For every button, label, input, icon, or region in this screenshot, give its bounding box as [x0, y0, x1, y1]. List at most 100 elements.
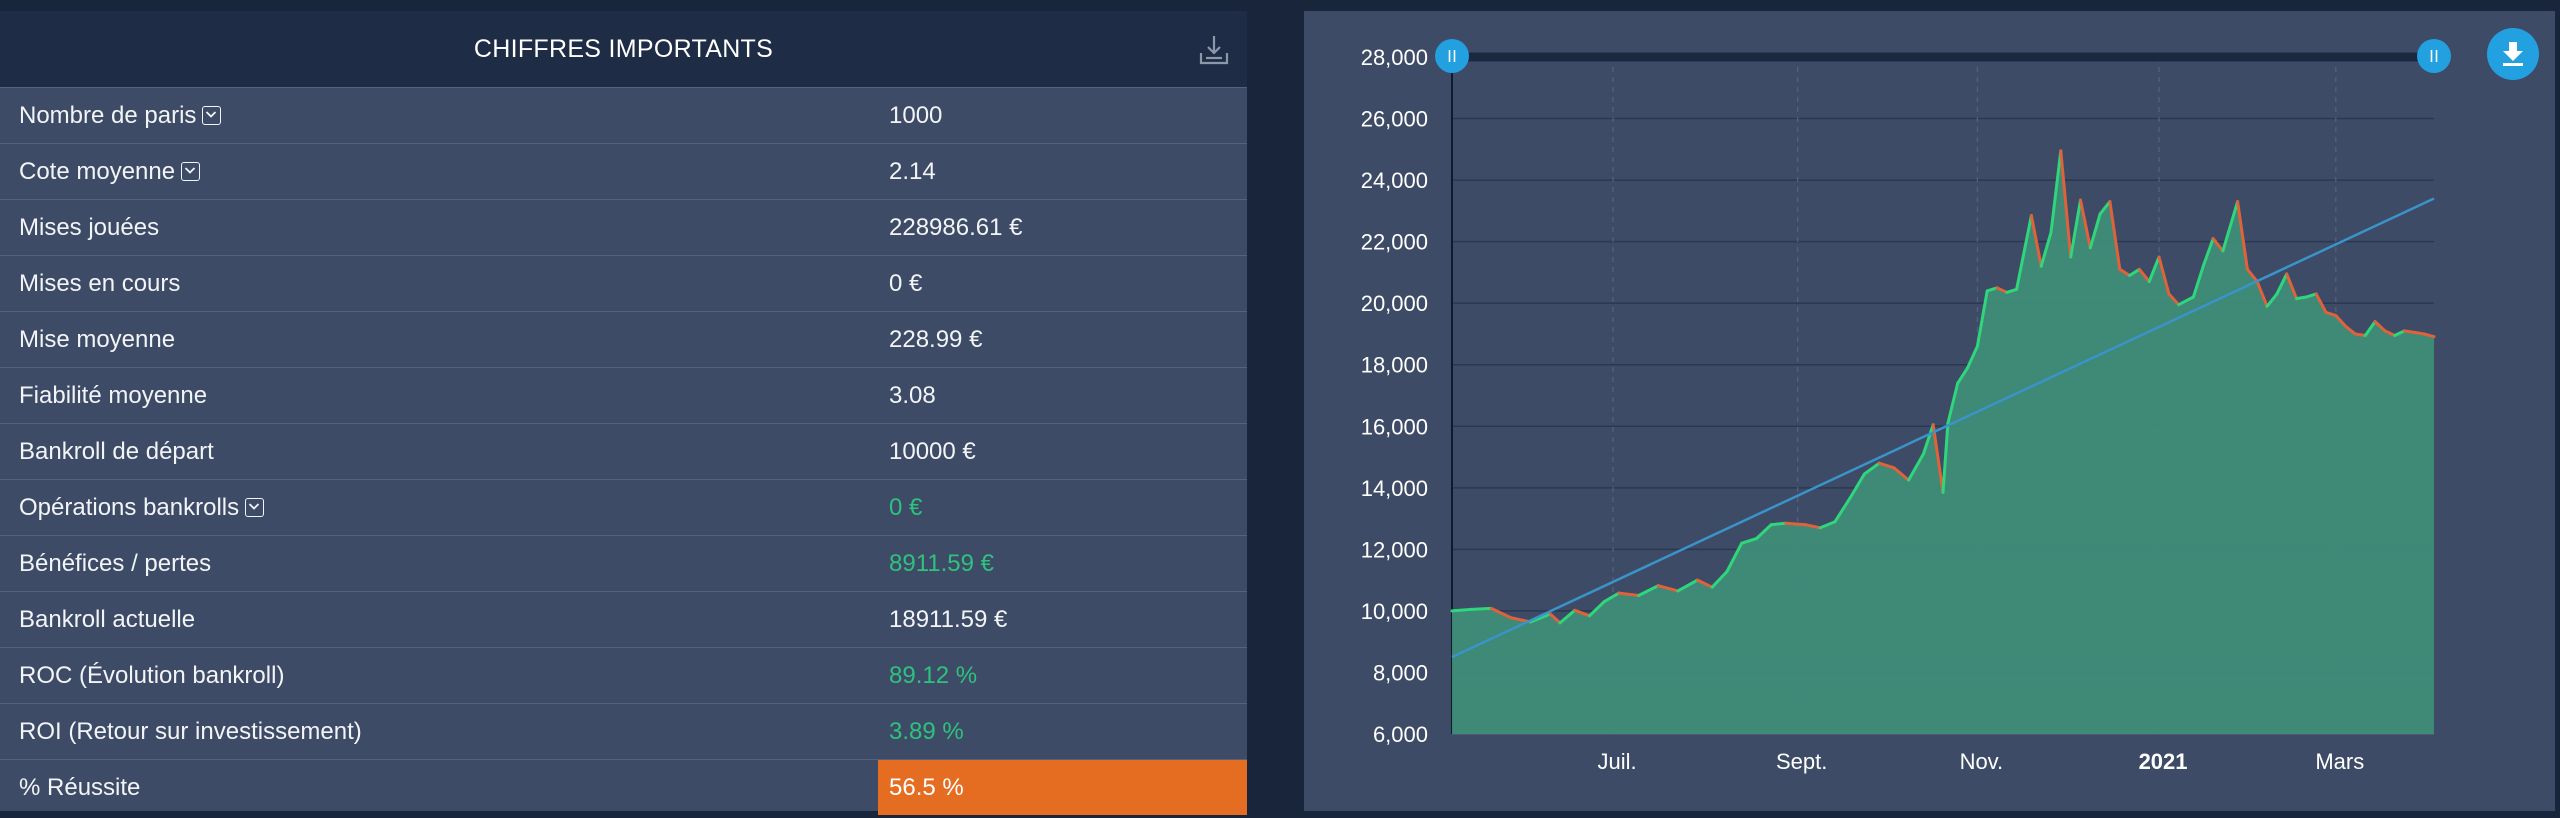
bankroll-line-segment [1573, 608, 1591, 618]
stats-row-label-text: ROI (Retour sur investissement) [19, 717, 362, 745]
bankroll-line-segment [2147, 255, 2161, 284]
bankroll-line-segment [1548, 612, 1562, 625]
stats-row-value: 2.14 [889, 157, 936, 185]
bankroll-line-segment [1489, 606, 1513, 620]
x-tick-label: Mars [2315, 749, 2364, 774]
stats-row-label: Nombre de paris [19, 101, 222, 130]
bankroll-line-segment [1637, 584, 1660, 597]
bankroll-line-segment [2069, 198, 2082, 259]
bankroll-line-segment [2324, 310, 2338, 317]
bankroll-chart[interactable]: 6,000 8,000 10,000 12,000 14,000 16,000 18,000… [1304, 11, 2555, 811]
stats-row-label: Cote moyenne [19, 157, 201, 186]
bankroll-line-segment [1656, 584, 1680, 593]
bankroll-line-segment [1956, 366, 1970, 385]
x-tick-label: Nov. [1960, 749, 2004, 774]
stats-row-label-text: ROC (Évolution bankroll) [19, 661, 285, 689]
y-tick-label: 10,000 [1361, 599, 1428, 624]
bankroll-line-segment [1676, 578, 1699, 593]
bankroll-line-segment [2015, 214, 2033, 291]
stats-row-label-text: Nombre de paris [19, 101, 197, 129]
slider-handle-left-icon[interactable] [1435, 39, 1469, 73]
bankroll-line-segment [2049, 149, 2063, 234]
stats-row: Mise moyenne 228.99 € [0, 311, 1247, 367]
slider-handle-right-icon[interactable] [2417, 39, 2451, 73]
bankroll-line-segment [2334, 314, 2348, 328]
bankroll-line-segment [2245, 267, 2259, 284]
y-tick-label: 16,000 [1361, 414, 1428, 439]
bankroll-line-segment [2211, 237, 2225, 253]
bankroll-line-segment [1818, 520, 1837, 530]
stats-row-label-text: Cote moyenne [19, 157, 176, 185]
x-tick-label: Sept. [1776, 749, 1827, 774]
chevron-down-icon[interactable] [245, 498, 265, 517]
bankroll-line-segment [2353, 332, 2367, 337]
stats-row: Opérations bankrolls 0 € [0, 479, 1247, 535]
bankroll-line-segment [1931, 423, 1945, 494]
bankroll-line-segment [2422, 332, 2436, 339]
stats-row-label: ROC (Évolution bankroll) [19, 662, 284, 690]
bankroll-line-segment [1848, 472, 1866, 501]
x-tick-label: Juil. [1597, 749, 1636, 774]
chevron-down-icon[interactable] [202, 106, 222, 125]
y-tick-label: 28,000 [1361, 45, 1428, 70]
bankroll-line-segment [1725, 541, 1744, 573]
bankroll-line-segment [2137, 267, 2151, 284]
bankroll-line-segment [2118, 267, 2132, 277]
y-tick-label: 14,000 [1361, 476, 1428, 501]
bankroll-line-segment [2029, 214, 2043, 268]
bankroll-line-segment [2005, 287, 2019, 294]
chevron-down-icon[interactable] [181, 162, 201, 181]
bankroll-line-segment [1696, 578, 1714, 589]
stats-row-value: 0 € [889, 493, 923, 521]
stats-row: Mises en cours 0 € [0, 255, 1247, 311]
bankroll-line-segment [2295, 295, 2308, 301]
stats-row-value: 56.5 % [878, 760, 1247, 815]
bankroll-line-segment [1995, 286, 2009, 294]
bankroll-line-segment [1558, 608, 1577, 625]
bankroll-line-segment [1921, 423, 1935, 456]
key-figures-header: CHIFFRES IMPORTANTS [0, 11, 1247, 87]
x-tick-label: 2021 [2139, 749, 2188, 774]
stats-row-value: 89.12 % [889, 661, 978, 689]
y-tick-label: 12,000 [1361, 537, 1428, 562]
stats-row-label-text: Opérations bankrolls [19, 493, 240, 521]
bankroll-line-segment [2098, 200, 2112, 216]
bankroll-line-segment [2275, 272, 2289, 296]
bankroll-line-segment [2039, 230, 2053, 268]
bankroll-line-segment [2088, 212, 2102, 250]
stats-row-label: Bankroll de départ [19, 438, 214, 466]
bankroll-line-segment [1450, 607, 1474, 613]
download-icon[interactable] [2487, 28, 2539, 80]
bankroll-line-segment [2285, 272, 2298, 301]
bankroll-line-segment [2412, 330, 2426, 336]
download-tray-icon[interactable] [1197, 33, 1231, 67]
stats-row-label-text: Bankroll de départ [19, 437, 214, 465]
bankroll-line-segment [1833, 497, 1852, 524]
stats-row: ROC (Évolution bankroll) 89.12 % [0, 647, 1247, 703]
y-tick-label: 26,000 [1361, 107, 1428, 132]
stats-row: Bankroll actuelle 18911.59 € [0, 591, 1247, 647]
bankroll-line-segment [2363, 320, 2377, 337]
bankroll-line-segment [2265, 292, 2279, 308]
stats-row: Mises jouées 228986.61 € [0, 199, 1247, 255]
bankroll-line-segment [1740, 537, 1758, 545]
y-tick-label: 20,000 [1361, 291, 1428, 316]
bankroll-line-segment [2108, 200, 2122, 271]
bankroll-line-segment [1877, 461, 1896, 470]
stats-row-label: Opérations bankrolls [19, 493, 265, 522]
y-tick-label: 24,000 [1361, 168, 1428, 193]
bankroll-line-segment [1754, 523, 1773, 541]
y-tick-label: 6,000 [1373, 722, 1428, 747]
stats-row-label: Mises jouées [19, 214, 159, 242]
bankroll-line-segment [1588, 600, 1606, 618]
bankroll-line-segment [2383, 329, 2397, 337]
bankroll-line-segment [2128, 267, 2141, 277]
bankroll-line-segment [2314, 292, 2328, 314]
bankroll-line-segment [1862, 461, 1881, 476]
stats-row-label: Mises en cours [19, 270, 180, 298]
bankroll-line-segment [2255, 280, 2269, 308]
stats-row-value: 228986.61 € [889, 213, 1023, 241]
bankroll-line-segment [2403, 329, 2416, 334]
stats-row-label-text: % Réussite [19, 773, 141, 801]
stats-row-label: ROI (Retour sur investissement) [19, 718, 362, 746]
